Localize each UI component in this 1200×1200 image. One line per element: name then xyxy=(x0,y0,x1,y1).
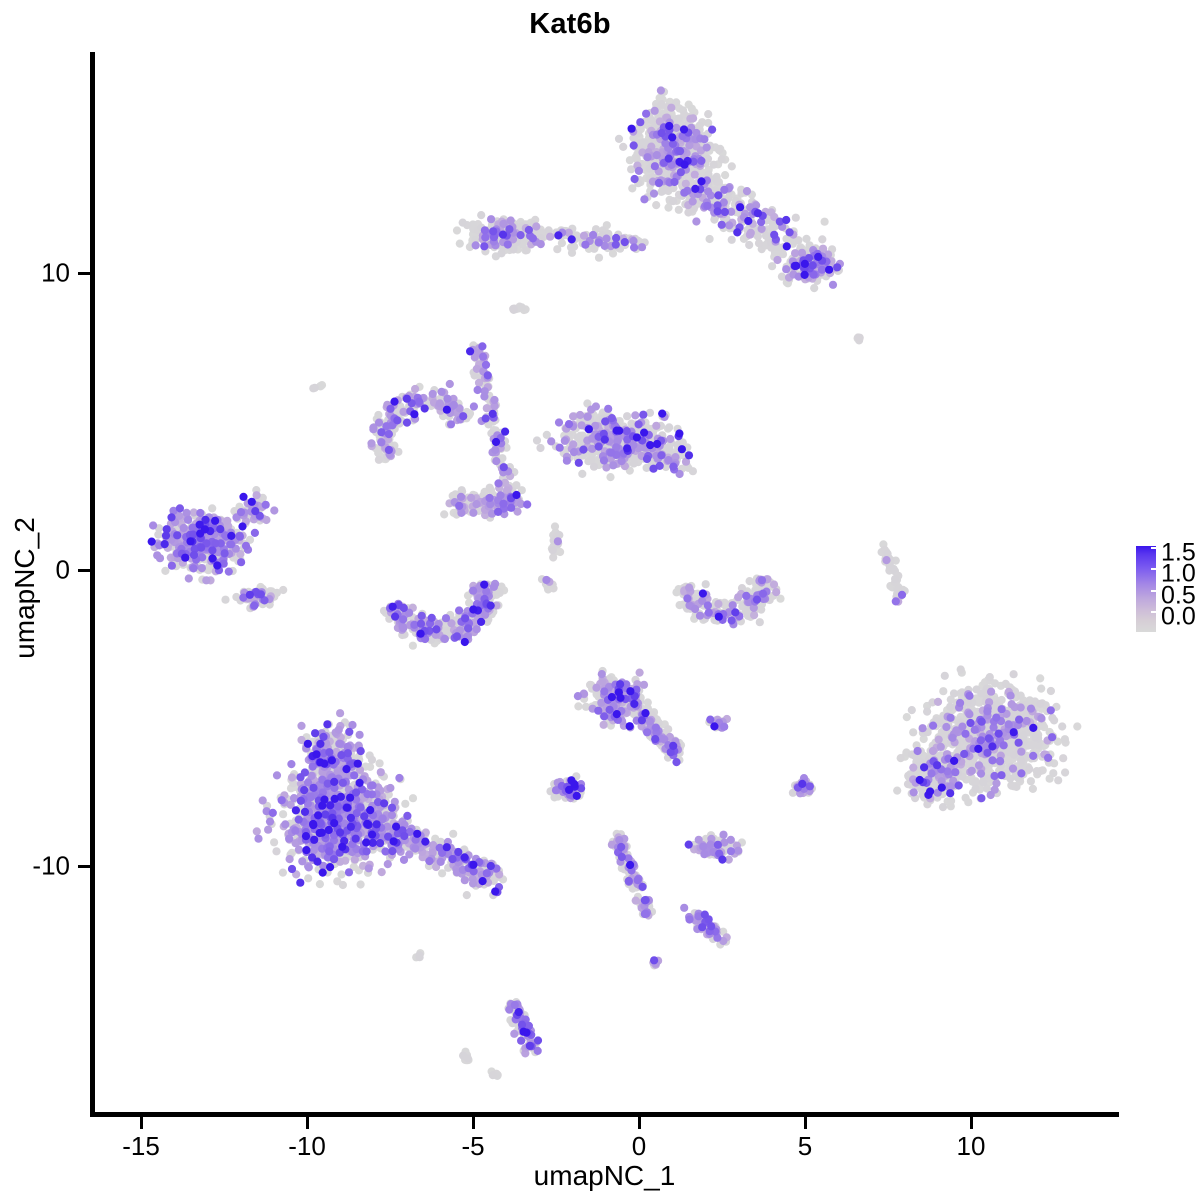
x-tick-mark xyxy=(306,1117,309,1129)
y-tick-mark xyxy=(78,865,90,868)
y-tick-mark xyxy=(78,272,90,275)
x-tick-mark xyxy=(970,1117,973,1129)
colorbar-tick-label: 0.0 xyxy=(1161,602,1196,631)
x-tick-label: -10 xyxy=(288,1131,326,1161)
x-axis-title: umapNC_1 xyxy=(533,1160,676,1191)
x-tick-label: -15 xyxy=(122,1131,160,1161)
y-tick-label: -10 xyxy=(32,850,70,881)
colorbar-tick-mark xyxy=(1151,568,1156,571)
colorbar-tick-label: 1.5 xyxy=(1161,538,1196,567)
x-tick-mark xyxy=(140,1117,143,1129)
colorbar-tick-label: 0.5 xyxy=(1161,581,1196,610)
y-axis-line xyxy=(90,52,95,1115)
x-tick-mark xyxy=(638,1117,641,1129)
y-tick-label: 10 xyxy=(41,257,70,288)
x-axis-line xyxy=(90,1112,1119,1117)
x-tick-label: 0 xyxy=(631,1131,647,1161)
colorbar-tick-mark xyxy=(1151,546,1156,549)
y-tick-mark xyxy=(78,568,90,572)
x-tick-label: 5 xyxy=(797,1131,813,1161)
x-tick-label: -5 xyxy=(461,1131,485,1161)
colorbar-tick-mark xyxy=(1151,611,1156,614)
colorbar-tick-label: 1.0 xyxy=(1161,559,1196,588)
y-tick-label: 0 xyxy=(55,554,70,584)
x-tick-mark xyxy=(472,1117,475,1129)
colorbar-tick-mark xyxy=(1151,589,1156,592)
x-tick-mark xyxy=(804,1117,807,1129)
colorbar-gradient xyxy=(1136,546,1156,632)
color-legend: 1.5 1.0 0.5 0.0 xyxy=(1130,536,1200,644)
page-title: Kat6b xyxy=(529,8,611,40)
x-tick-label: 10 xyxy=(956,1131,986,1161)
